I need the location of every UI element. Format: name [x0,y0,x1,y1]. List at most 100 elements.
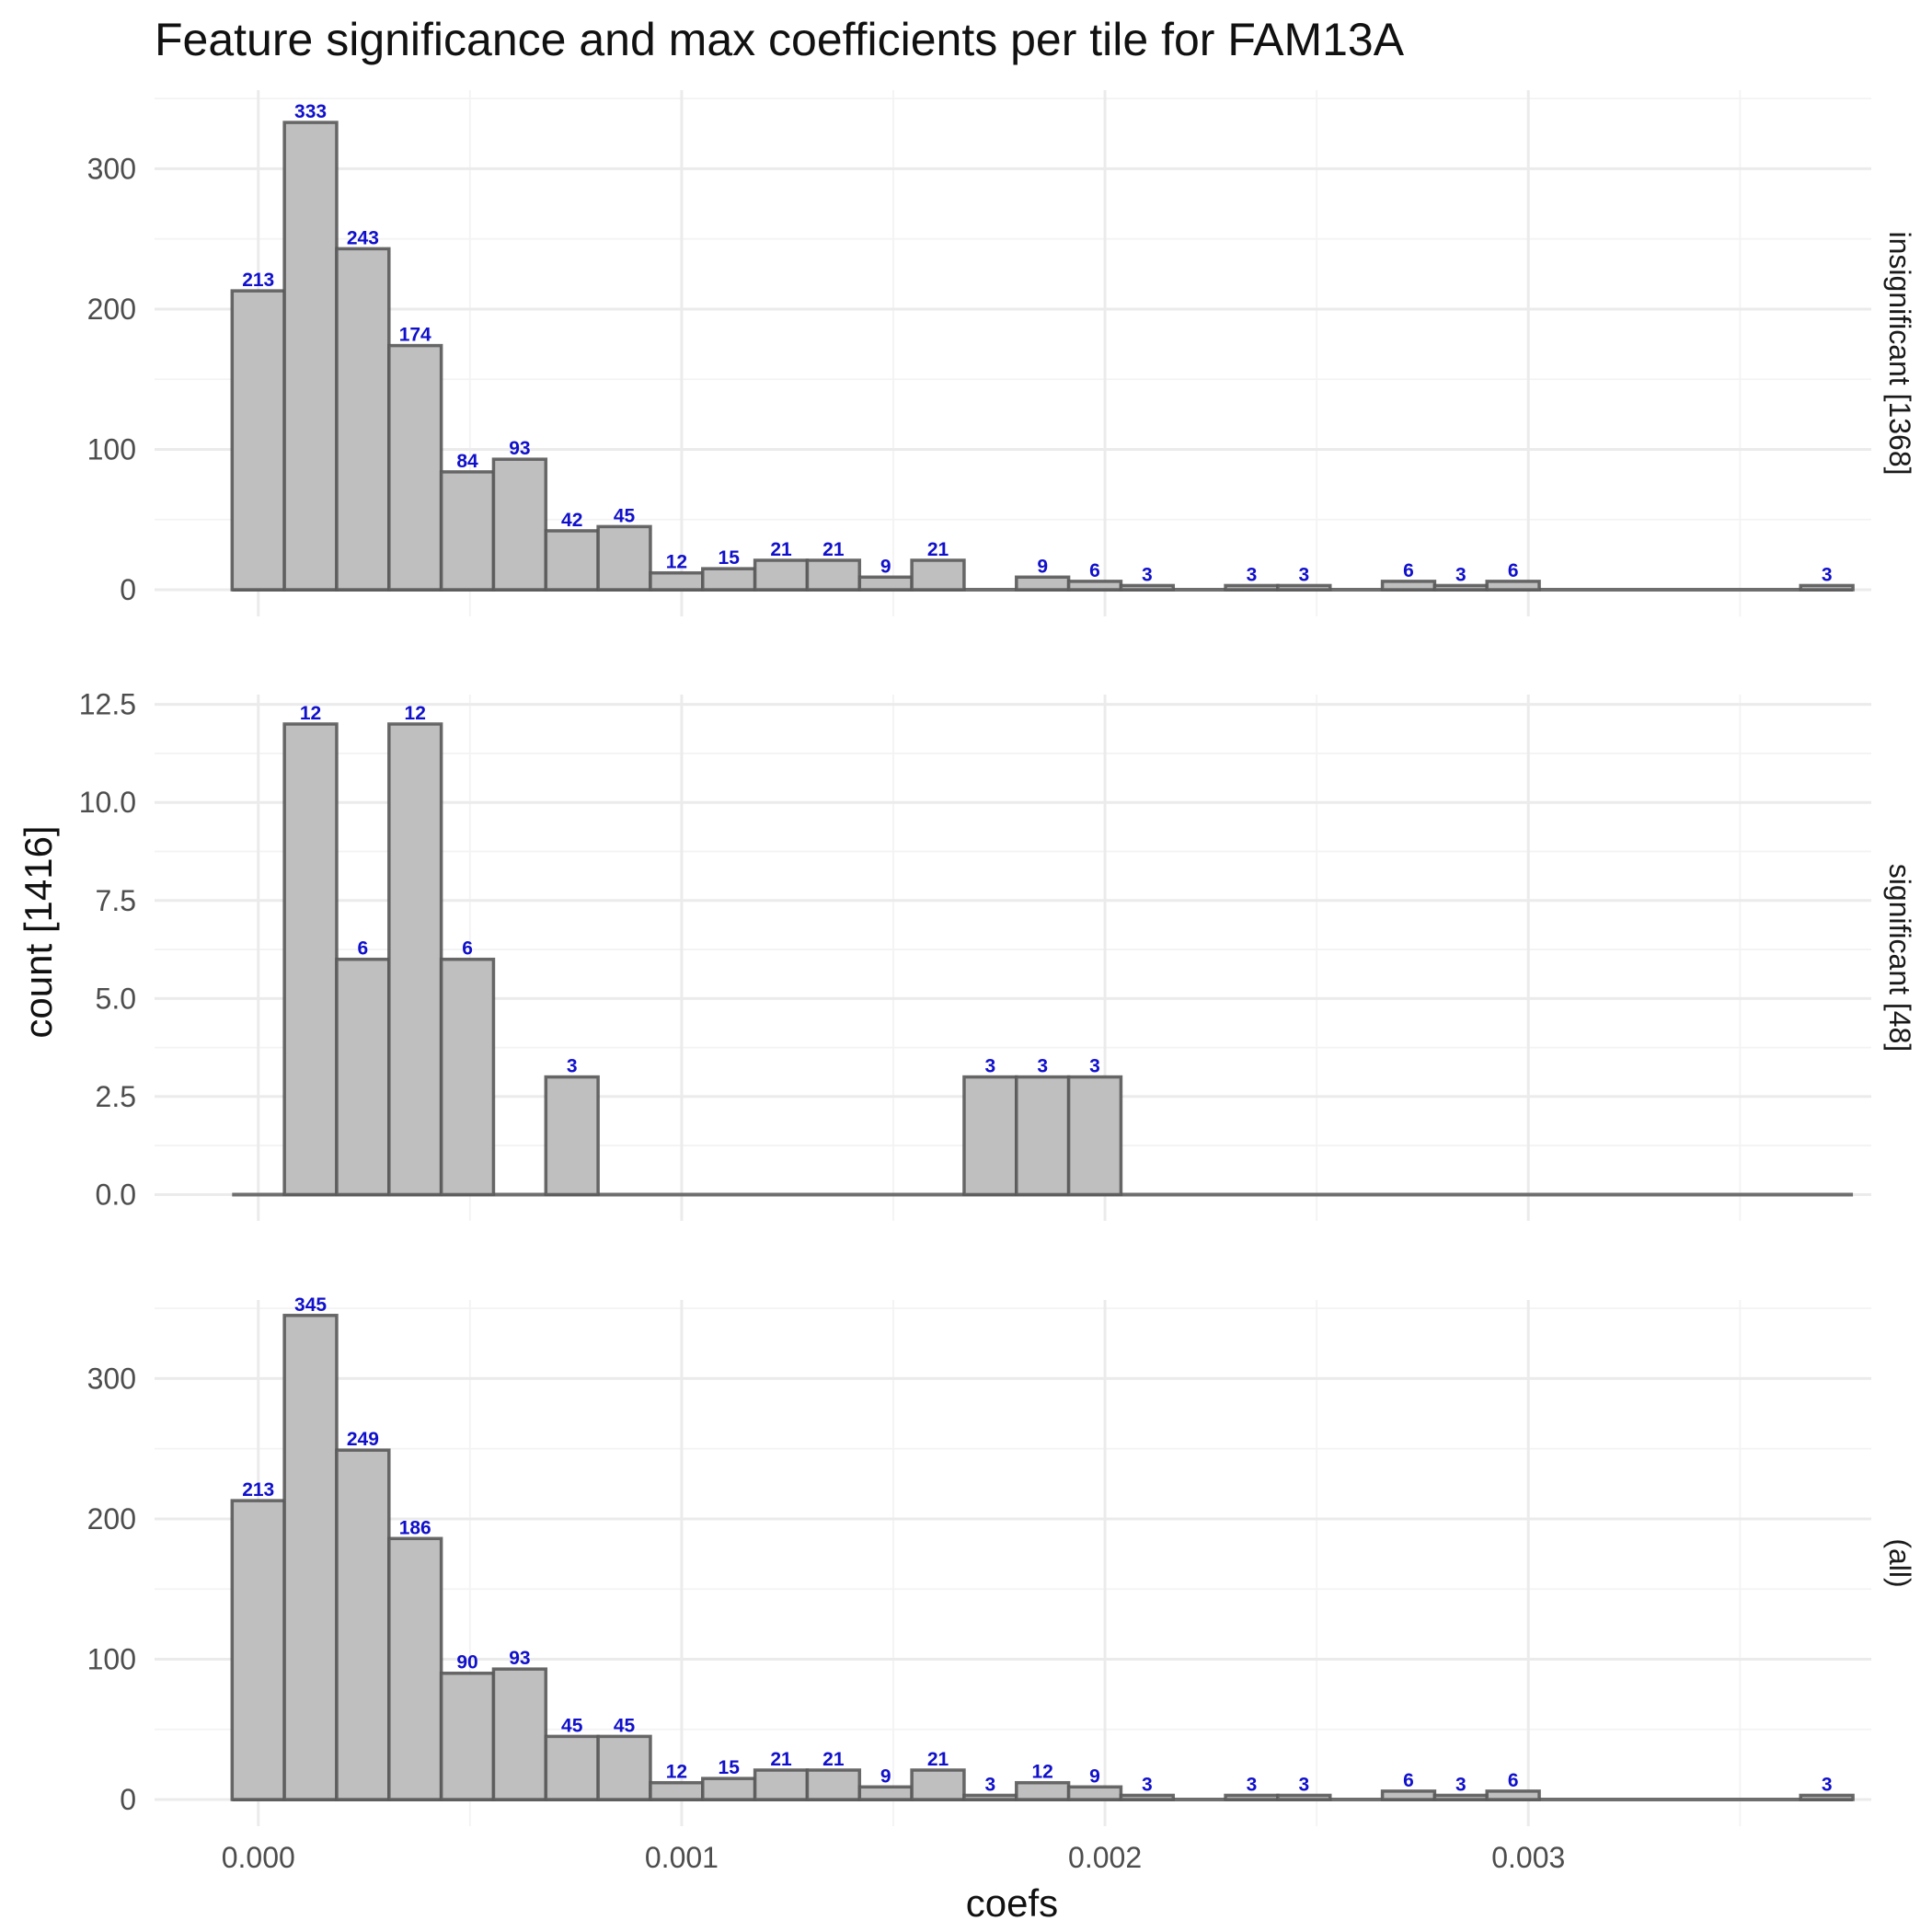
histogram-bar [1224,1793,1280,1801]
bar-count-label: 333 [294,101,327,122]
histogram-bar [439,1671,496,1801]
histogram-bar [1380,580,1437,592]
bar-count-label: 21 [822,539,845,560]
y-tick-label: 200 [87,1502,136,1535]
bar-count-label: 93 [509,1648,530,1669]
y-tick-label: 200 [87,293,136,326]
histogram-bar [805,558,862,592]
histogram-bar [805,1768,862,1801]
facet-strip-label: significant [48] [1883,864,1916,1052]
facet-panel: 0.0 2.5 5.0 7.5 10.0 12.5 12 6 12 6 3 3 3 3 significan… [79,688,1916,1221]
bar-count-label: 9 [1089,1765,1100,1787]
bar-count-label: 213 [242,270,274,291]
histogram-bar [857,575,914,592]
histogram-bar [1276,1793,1332,1801]
bar-count-label: 6 [1403,560,1414,581]
bar-count-label: 21 [770,539,792,560]
histogram-bar [335,957,391,1197]
bar-count-label: 6 [1089,560,1100,581]
bar-count-label: 3 [1299,564,1310,585]
histogram-bar [544,1734,600,1801]
histogram-bar [857,1785,914,1801]
x-axis-title: coefs [966,1881,1058,1925]
bar-count-label: 12 [405,703,426,724]
bar-count-label: 243 [347,227,379,248]
bar-count-label: 45 [561,1715,583,1736]
bar-count-label: 249 [347,1429,379,1450]
histogram-bar [1799,1793,1855,1801]
histogram-bar [491,457,548,592]
histogram-bar [439,470,496,592]
bar-count-label: 15 [719,547,741,569]
bar-count-label: 21 [770,1749,792,1770]
y-tick-label: 300 [87,1362,136,1395]
x-tick-label: 0.000 [222,1841,295,1874]
bar-count-label: 21 [822,1749,845,1770]
histogram-bar [1119,583,1176,592]
histogram-bar [491,1667,548,1801]
histogram-bar [439,957,496,1197]
bar-count-label: 3 [985,1056,996,1077]
histogram-bar [1066,580,1123,592]
histogram-bar [1799,583,1855,592]
facet-strip-label: (all) [1883,1538,1916,1587]
bar-count-label: 3 [1455,564,1466,585]
bar-count-label: 174 [399,325,431,346]
histogram-bar [282,722,339,1197]
bar-count-label: 12 [300,703,321,724]
y-tick-label: 0 [120,1783,136,1816]
histogram-bar [1380,1789,1437,1801]
bar-count-label: 12 [666,552,687,573]
bar-count-label: 3 [1142,564,1153,585]
y-tick-label: 300 [87,152,136,185]
histogram-bar [910,1768,966,1801]
bar-count-label: 3 [1455,1774,1466,1795]
x-tick-label: 0.001 [645,1841,719,1874]
histogram-bar [1485,1789,1541,1801]
histogram-bar [335,247,391,592]
histogram-bar [282,121,339,592]
histogram-bar [387,343,443,592]
histogram-bar [1015,1780,1071,1801]
histogram-bar [1015,575,1071,592]
bar-count-label: 90 [456,1652,477,1673]
histogram-bar [230,1499,286,1801]
y-tick-label: 7.5 [96,884,136,917]
bar-count-label: 9 [880,556,891,577]
bar-count-label: 213 [242,1479,274,1501]
histogram-bar [649,1780,705,1801]
chart-title: Feature significance and max coefficient… [155,14,1405,65]
histogram-bar [1224,583,1280,592]
bar-count-label: 6 [462,938,473,960]
histogram-bar [387,1536,443,1801]
histogram-bar [544,529,600,592]
bar-count-label: 3 [1037,1056,1048,1077]
histogram-bar [230,289,286,592]
bar-count-label: 3 [985,1774,996,1795]
x-tick-label: 0.003 [1491,1841,1565,1874]
bar-count-label: 3 [1089,1056,1100,1077]
bar-count-label: 3 [1142,1774,1153,1795]
histogram-bar [1119,1793,1176,1801]
histogram-bar [753,558,810,592]
bar-count-label: 3 [1299,1774,1310,1795]
histogram-bar [701,1777,757,1801]
bar-count-label: 6 [1403,1770,1414,1791]
bar-count-label: 9 [1037,556,1048,577]
y-tick-label: 0 [120,573,136,606]
x-tick-label: 0.002 [1068,1841,1142,1874]
facet-strip-label: insignificant [1368] [1883,231,1916,475]
histogram-bar [335,1448,391,1801]
histogram-bar [1485,580,1541,592]
bar-count-label: 3 [1822,564,1833,585]
y-tick-label: 10.0 [79,786,136,819]
bar-count-label: 3 [1822,1774,1833,1795]
x-axis: 0.000 0.001 0.002 0.003 [222,1841,1566,1874]
bar-count-label: 42 [561,510,582,531]
histogram-bar [596,524,652,592]
histogram-bar [962,1075,1018,1197]
bar-count-label: 12 [1032,1762,1053,1783]
